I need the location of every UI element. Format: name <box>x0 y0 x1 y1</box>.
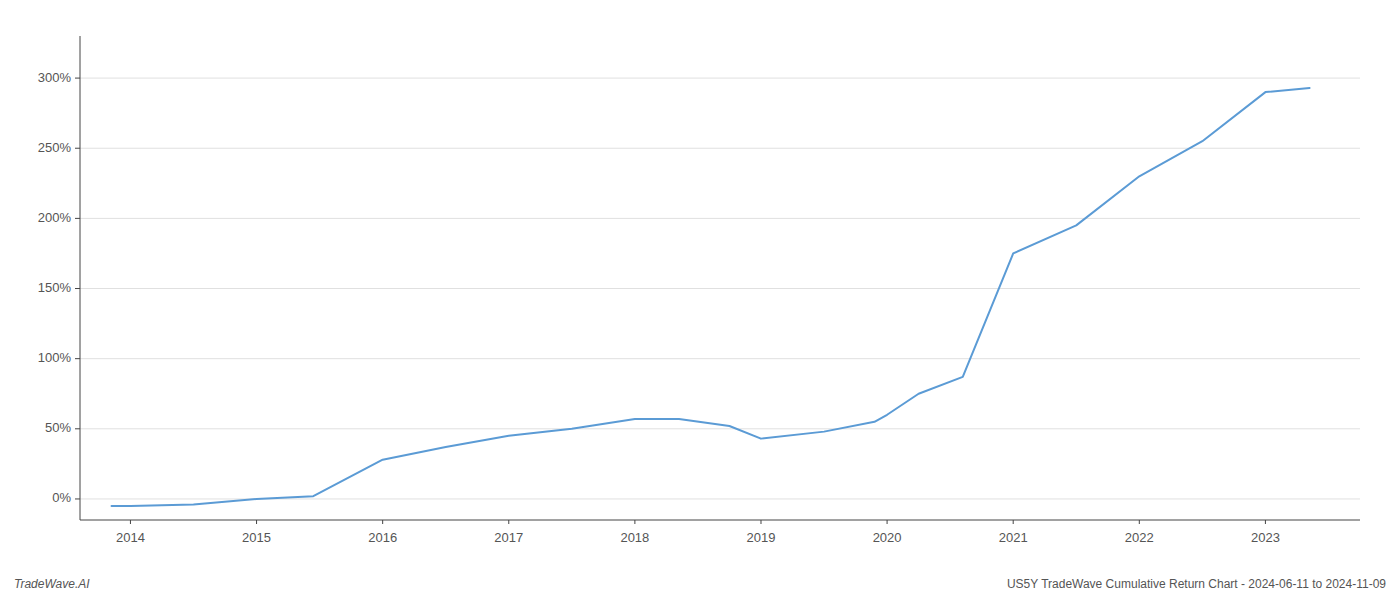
plot-area <box>112 88 1310 506</box>
x-tick-label: 2017 <box>494 530 523 545</box>
x-tick <box>1139 520 1140 524</box>
footer-annotation: US5Y TradeWave Cumulative Return Chart -… <box>1007 577 1386 591</box>
x-tick-label: 2020 <box>873 530 902 545</box>
axes: 0% 50% 100% 150% 200% 250% 300% 2014 2015 2016 201… <box>38 36 1360 545</box>
grid-line <box>80 148 1360 149</box>
x-tick <box>760 520 761 524</box>
x-tick-label: 2021 <box>999 530 1028 545</box>
x-tick <box>256 520 257 524</box>
y-axis-line <box>80 36 81 520</box>
x-tick-label: 2015 <box>242 530 271 545</box>
x-tick <box>508 520 509 524</box>
y-tick-label: 250% <box>38 140 72 155</box>
y-tick-label: 100% <box>38 350 72 365</box>
grid-line <box>80 358 1360 359</box>
y-tick-label: 300% <box>38 70 72 85</box>
x-tick-label: 2022 <box>1125 530 1154 545</box>
footer-annotation: TradeWave.AI <box>14 577 90 591</box>
y-tick <box>75 498 80 499</box>
y-tick <box>75 148 80 149</box>
y-tick-label: 150% <box>38 280 72 295</box>
x-tick <box>1265 520 1266 524</box>
chart-container: 0% 50% 100% 150% 200% 250% 300% 2014 2015 2016 201… <box>0 0 1400 600</box>
y-tick-label: 0% <box>52 490 71 505</box>
grid <box>80 78 1360 499</box>
grid-line <box>80 78 1360 79</box>
chart-svg: 0% 50% 100% 150% 200% 250% 300% 2014 2015 2016 201… <box>0 0 1400 600</box>
x-tick-label: 2018 <box>620 530 649 545</box>
y-tick <box>75 218 80 219</box>
y-tick <box>75 428 80 429</box>
x-tick-label: 2023 <box>1251 530 1280 545</box>
grid-line <box>80 428 1360 429</box>
x-tick <box>634 520 635 524</box>
y-tick <box>75 78 80 79</box>
y-tick-label: 50% <box>45 420 71 435</box>
x-tick-label: 2019 <box>747 530 776 545</box>
x-axis-line <box>80 520 1360 521</box>
x-tick <box>1013 520 1014 524</box>
x-tick <box>130 520 131 524</box>
x-tick <box>382 520 383 524</box>
x-tick <box>887 520 888 524</box>
line <box>112 88 1310 506</box>
x-tick-label: 2016 <box>368 530 397 545</box>
y-tick <box>75 288 80 289</box>
grid-line <box>80 218 1360 219</box>
grid-line <box>80 288 1360 289</box>
y-tick-label: 200% <box>38 210 72 225</box>
x-tick-label: 2014 <box>116 530 145 545</box>
y-tick <box>75 358 80 359</box>
